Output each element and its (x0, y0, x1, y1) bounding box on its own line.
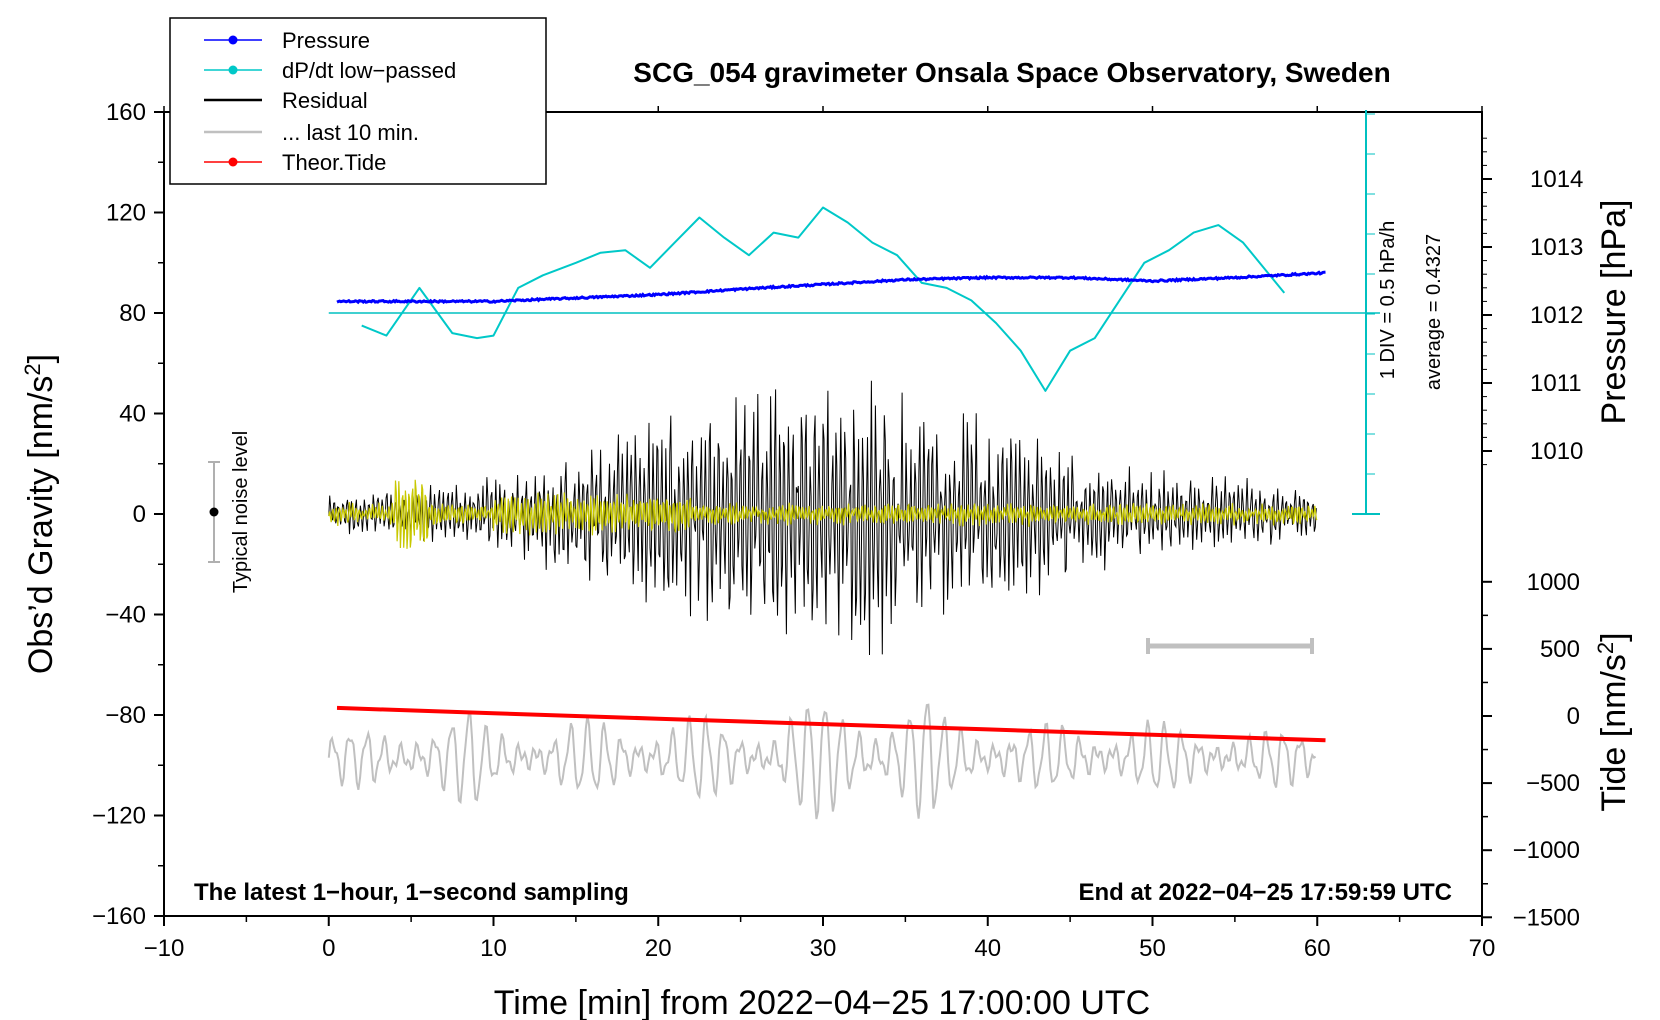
tide-tick-label: 1000 (1527, 569, 1580, 596)
y-tick-label: 120 (106, 200, 146, 227)
tide-tick-label: −1000 (1513, 837, 1580, 864)
div-scale-label: 1 DIV = 0.5 hPa/h (1377, 221, 1399, 379)
y-tick-label: 160 (106, 99, 146, 126)
noise-label: Typical noise level (230, 431, 252, 593)
tide-axis-title-end: ] (1595, 632, 1633, 641)
y-axis-title: Obs’d Gravity [nm/s2] (20, 354, 61, 674)
y-tick-label: −40 (105, 602, 146, 629)
tide-tick-label: −500 (1526, 770, 1580, 797)
tide-tick-label: 500 (1540, 636, 1580, 663)
tide-axis-title-sup: 2 (1593, 642, 1618, 654)
legend-label-dpdt: dP/dt low−passed (282, 58, 456, 83)
legend: Pressure dP/dt low−passed Residual ... l… (169, 17, 547, 185)
pressure-tick-label: 1010 (1530, 438, 1583, 465)
x-tick-label: 70 (1469, 935, 1496, 962)
dpdt-series-line (361, 206, 1286, 392)
pressure-tick-label: 1012 (1530, 302, 1583, 329)
legend-label-pressure: Pressure (282, 28, 370, 53)
x-tick-label: 20 (645, 935, 672, 962)
sampling-note: The latest 1−hour, 1−second sampling (194, 879, 629, 906)
data-layer (327, 110, 1380, 820)
y-tick-label: 40 (119, 401, 146, 428)
tide-axis-title-main: Tide [nm/s (1595, 654, 1633, 811)
end-time-note: End at 2022−04−25 17:59:59 UTC (1078, 879, 1452, 906)
tide-axis-title: Tide [nm/s2] (1593, 632, 1634, 811)
pressure-tick-label: 1014 (1530, 166, 1583, 193)
x-tick-label: 60 (1304, 935, 1331, 962)
residual-smoothed-line (328, 479, 1318, 549)
last-10-min-series-line (327, 703, 1317, 820)
legend-marker-tide (228, 157, 238, 167)
legend-item-residual: Residual (204, 88, 368, 113)
x-tick-label: 10 (480, 935, 507, 962)
legend-item-last10: ... last 10 min. (204, 120, 419, 145)
legend-label-residual: Residual (282, 88, 368, 113)
legend-marker-pressure (228, 35, 238, 45)
y-axis-title-end: ] (22, 354, 60, 363)
pressure-tick-label: 1013 (1530, 234, 1583, 261)
legend-item-dpdt: dP/dt low−passed (204, 58, 456, 83)
x-tick-label: 30 (810, 935, 837, 962)
y-tick-label: −80 (105, 702, 146, 729)
pressure-axis-title: Pressure [hPa] (1595, 200, 1633, 425)
x-tick-label: −10 (144, 935, 185, 962)
legend-label-tide: Theor.Tide (282, 150, 386, 175)
x-tick-label: 0 (322, 935, 335, 962)
pressure-series-line (336, 270, 1326, 305)
y-tick-label: −120 (92, 803, 146, 830)
noise-dot (209, 507, 219, 517)
pressure-tick-label: 1011 (1530, 370, 1582, 397)
legend-item-pressure: Pressure (204, 28, 370, 53)
x-tick-label: 50 (1139, 935, 1166, 962)
x-axis-title: Time [min] from 2022−04−25 17:00:00 UTC (494, 984, 1150, 1020)
y-tick-label: 80 (119, 300, 146, 327)
legend-item-tide: Theor.Tide (204, 150, 386, 175)
tide-tick-label: 0 (1567, 703, 1580, 730)
axes-layer: −10 0 10 20 30 40 50 60 70 −160 −120 −80 −40 0 40 80 120… (92, 99, 1583, 962)
legend-marker-dpdt (228, 65, 238, 75)
y-tick-label: 0 (133, 501, 146, 528)
tide-series-line (336, 705, 1326, 743)
legend-label-last10: ... last 10 min. (282, 120, 419, 145)
x-tick-label: 40 (974, 935, 1001, 962)
y-axis-title-sup: 2 (20, 363, 45, 375)
chart-title: SCG_054 gravimeter Onsala Space Observat… (633, 57, 1390, 88)
average-label: average = 0.4327 (1423, 234, 1445, 390)
y-axis-title-main: Obs’d Gravity [nm/s (22, 376, 60, 675)
tide-tick-label: −1500 (1513, 904, 1580, 931)
y-tick-label: −160 (92, 903, 146, 930)
